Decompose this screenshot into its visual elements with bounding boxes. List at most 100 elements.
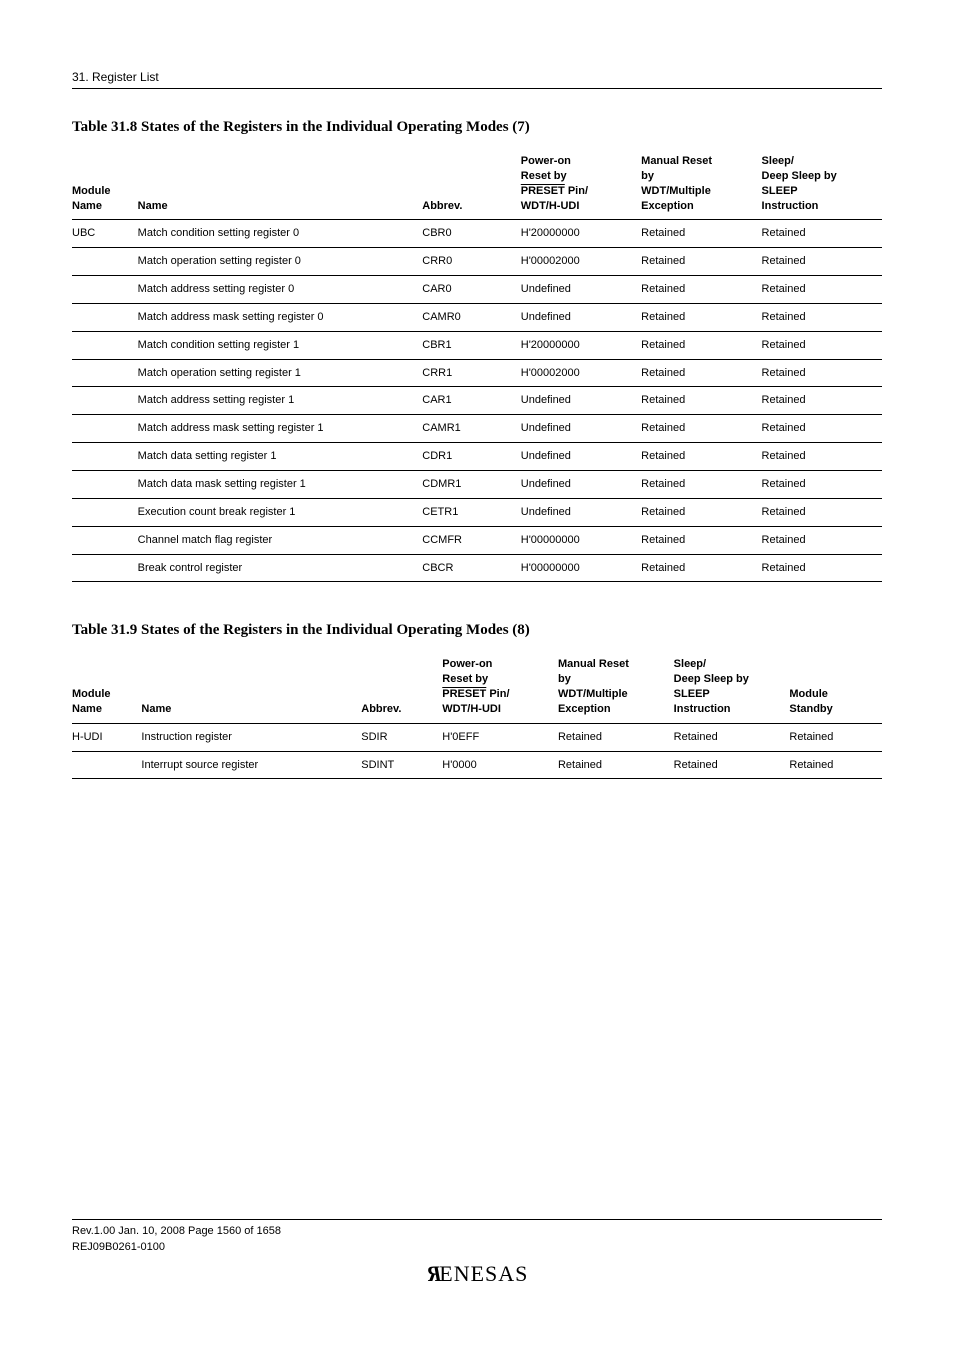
- th-sleep-l4: Instruction: [762, 200, 819, 212]
- cell-poweron: H'20000000: [521, 220, 641, 248]
- cell-name: Match data setting register 1: [138, 443, 423, 471]
- table-row: Match operation setting register 0CRR0H'…: [72, 248, 882, 276]
- cell-module: [72, 498, 138, 526]
- cell-sleep: Retained: [762, 220, 882, 248]
- cell-module: [72, 331, 138, 359]
- table-row: Match address setting register 0CAR0Unde…: [72, 276, 882, 304]
- cell-module: [72, 359, 138, 387]
- cell-manual: Retained: [641, 387, 761, 415]
- renesas-logo-rest: ENESAS: [439, 1261, 528, 1286]
- th-manual-l3: WDT/Multiple: [558, 688, 628, 700]
- cell-manual: Retained: [641, 443, 761, 471]
- table-row: Match data mask setting register 1CDMR1U…: [72, 470, 882, 498]
- cell-manual: Retained: [641, 248, 761, 276]
- table-row: Match data setting register 1CDR1Undefin…: [72, 443, 882, 471]
- cell-manual: Retained: [641, 526, 761, 554]
- cell-modstb: Retained: [789, 723, 882, 751]
- cell-module: [72, 303, 138, 331]
- cell-manual: Retained: [558, 723, 674, 751]
- cell-name: Interrupt source register: [141, 751, 361, 779]
- th-modstb-l1: Module: [789, 688, 828, 700]
- th-manual: Manual Reset by WDT/Multiple Exception: [558, 653, 674, 723]
- th-manual: Manual Reset by WDT/Multiple Exception: [641, 150, 761, 220]
- cell-module: [72, 387, 138, 415]
- section-header: 31. Register List: [72, 70, 882, 89]
- cell-poweron: H'00000000: [521, 526, 641, 554]
- cell-sleep: Retained: [674, 751, 790, 779]
- th-poweron: Power-on Reset by PRESET Pin/ WDT/H-UDI: [442, 653, 558, 723]
- page: 31. Register List Table 31.8 States of t…: [0, 0, 954, 1337]
- cell-sleep: Retained: [674, 723, 790, 751]
- cell-manual: Retained: [641, 276, 761, 304]
- table8-caption: Table 31.9 States of the Registers in th…: [72, 622, 882, 639]
- cell-sleep: Retained: [762, 554, 882, 582]
- cell-name: Break control register: [138, 554, 423, 582]
- cell-modstb: Retained: [789, 751, 882, 779]
- cell-poweron: Undefined: [521, 415, 641, 443]
- cell-module: H-UDI: [72, 723, 141, 751]
- cell-name: Instruction register: [141, 723, 361, 751]
- th-poweron-l2: Reset by: [442, 673, 488, 685]
- cell-abbrev: SDIR: [361, 723, 442, 751]
- cell-sleep: Retained: [762, 415, 882, 443]
- cell-name: Match condition setting register 1: [138, 331, 423, 359]
- table8-header-row: Module Name Name Abbrev. Power-on Reset …: [72, 653, 882, 723]
- table-row: Execution count break register 1CETR1Und…: [72, 498, 882, 526]
- cell-abbrev: CBR0: [422, 220, 521, 248]
- table-row: Break control registerCBCRH'00000000 Reta…: [72, 554, 882, 582]
- cell-sleep: Retained: [762, 248, 882, 276]
- cell-sleep: Retained: [762, 359, 882, 387]
- cell-abbrev: CAMR1: [422, 415, 521, 443]
- th-poweron-l1: Power-on: [442, 658, 492, 670]
- cell-abbrev: SDINT: [361, 751, 442, 779]
- footer: Rev.1.00 Jan. 10, 2008 Page 1560 of 1658…: [72, 1219, 882, 1287]
- cell-sleep: Retained: [762, 387, 882, 415]
- th-name: Name: [138, 150, 423, 220]
- cell-abbrev: CRR1: [422, 359, 521, 387]
- th-abbrev: Abbrev.: [361, 653, 442, 723]
- cell-name: Match address mask setting register 0: [138, 303, 423, 331]
- th-sleep-l1: Sleep/: [762, 155, 794, 167]
- table7-caption: Table 31.8 States of the Registers in th…: [72, 119, 882, 136]
- cell-module: [72, 526, 138, 554]
- th-sleep: Sleep/ Deep Sleep by SLEEP Instruction: [674, 653, 790, 723]
- th-poweron-l3-post: Pin/: [486, 688, 509, 700]
- th-module: Module Name: [72, 150, 138, 220]
- table-row: Match address mask setting register 0CAM…: [72, 303, 882, 331]
- footer-line2: REJ09B0261-0100: [72, 1241, 165, 1253]
- cell-name: Execution count break register 1: [138, 498, 423, 526]
- th-abbrev: Abbrev.: [422, 150, 521, 220]
- th-name: Name: [141, 653, 361, 723]
- th-modstb: Module Standby: [789, 653, 882, 723]
- cell-abbrev: CBCR: [422, 554, 521, 582]
- cell-abbrev: CBR1: [422, 331, 521, 359]
- cell-abbrev: CCMFR: [422, 526, 521, 554]
- table-row: Interrupt source registerSDINTH'0000 Reta…: [72, 751, 882, 779]
- cell-name: Match address setting register 1: [138, 387, 423, 415]
- cell-poweron: H'00000000: [521, 554, 641, 582]
- cell-module: [72, 751, 141, 779]
- cell-poweron: Undefined: [521, 387, 641, 415]
- cell-name: Match operation setting register 0: [138, 248, 423, 276]
- th-manual-l4: Exception: [558, 703, 611, 715]
- cell-name: Match condition setting register 0: [138, 220, 423, 248]
- cell-abbrev: CDMR1: [422, 470, 521, 498]
- cell-poweron: H'0EFF: [442, 723, 558, 751]
- th-manual-l2: by: [558, 673, 571, 685]
- cell-poweron: H'0000: [442, 751, 558, 779]
- cell-module: [72, 554, 138, 582]
- cell-manual: Retained: [641, 359, 761, 387]
- th-poweron-l3-pre: PRESET: [521, 185, 565, 197]
- cell-name: Match address mask setting register 1: [138, 415, 423, 443]
- cell-abbrev: CETR1: [422, 498, 521, 526]
- cell-module: [72, 470, 138, 498]
- th-sleep-l4: Instruction: [674, 703, 731, 715]
- table-row: H-UDIInstruction registerSDIRH'0EFFRetai…: [72, 723, 882, 751]
- th-poweron-l4: WDT/H-UDI: [521, 200, 580, 212]
- cell-module: [72, 248, 138, 276]
- cell-manual: Retained: [641, 303, 761, 331]
- cell-poweron: H'00002000: [521, 359, 641, 387]
- cell-module: [72, 443, 138, 471]
- cell-name: Channel match flag register: [138, 526, 423, 554]
- th-manual-l1: Manual Reset: [641, 155, 712, 167]
